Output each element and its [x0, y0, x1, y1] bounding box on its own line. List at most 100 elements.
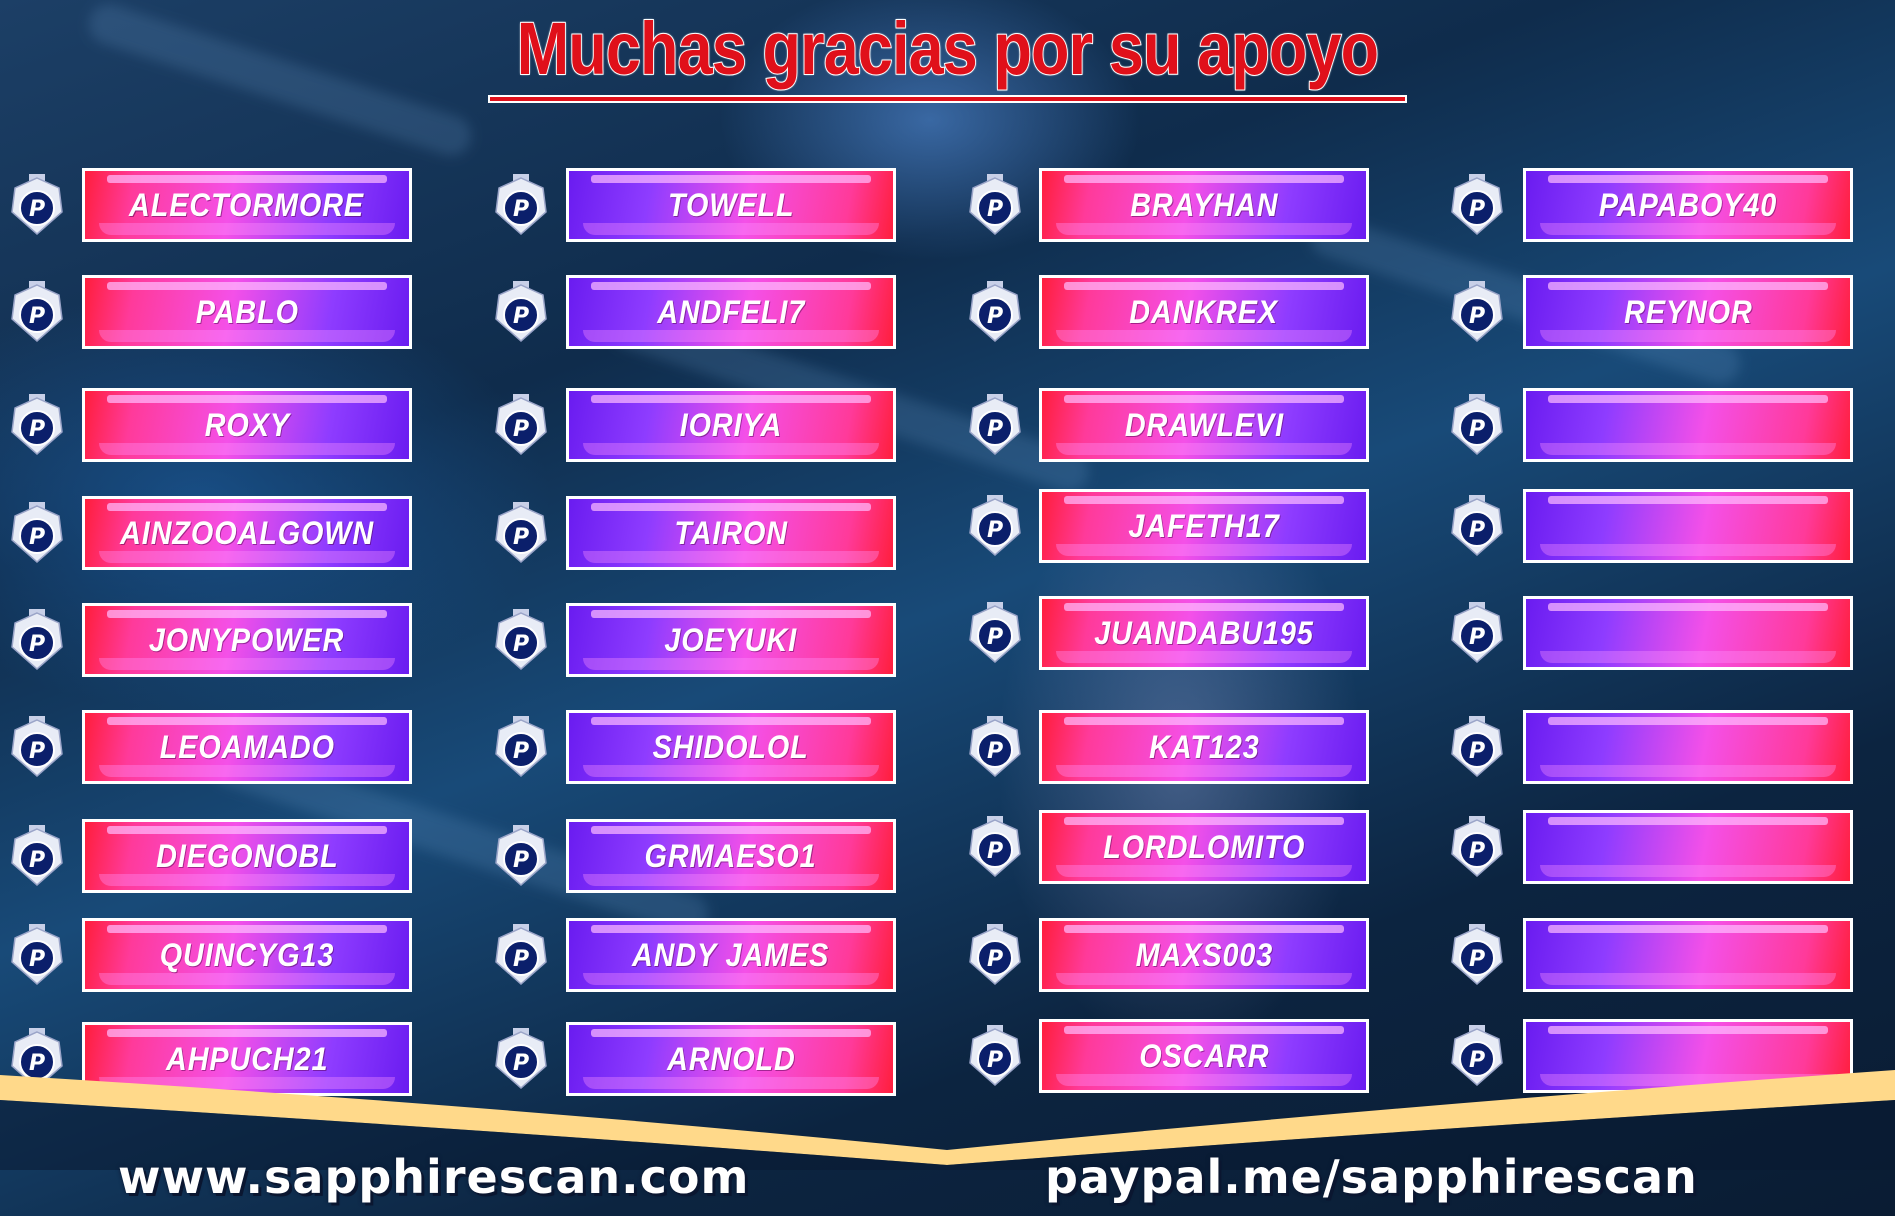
supporter-nameplate: JOEYUKI [566, 603, 896, 677]
supporter-nameplate: TAIRON [566, 496, 896, 570]
svg-text:P: P [987, 625, 1003, 650]
paypal-icon: P [1450, 816, 1504, 878]
supporter-name: AHPUCH21 [165, 1040, 329, 1077]
supporter-name: JONYPOWER [149, 621, 345, 658]
supporter-nameplate: JUANDABU195 [1039, 596, 1369, 670]
svg-text:P: P [987, 417, 1003, 442]
svg-text:P: P [29, 947, 45, 972]
svg-text:P: P [987, 1048, 1003, 1073]
svg-text:P: P [29, 739, 45, 764]
svg-text:P: P [1469, 304, 1485, 329]
supporter-nameplate: REYNOR [1523, 275, 1853, 349]
supporter-nameplate [1523, 710, 1853, 784]
paypal-icon: P [968, 394, 1022, 456]
supporter-name: DRAWLEVI [1124, 406, 1284, 443]
footer-website-link[interactable]: www.sapphirescan.com [118, 1150, 750, 1204]
svg-text:P: P [987, 197, 1003, 222]
paypal-icon: P [968, 495, 1022, 557]
paypal-icon: P [10, 1028, 64, 1090]
paypal-icon: P [10, 174, 64, 236]
supporter-name: PABLO [195, 293, 299, 330]
supporter-name: QUINCYG13 [159, 936, 335, 973]
supporter-nameplate: OSCARR [1039, 1019, 1369, 1093]
footer-paypal-link[interactable]: paypal.me/sapphirescan [1045, 1150, 1698, 1204]
paypal-icon: P [494, 281, 548, 343]
paypal-icon: P [494, 924, 548, 986]
svg-text:P: P [29, 197, 45, 222]
svg-text:P: P [1469, 839, 1485, 864]
svg-text:P: P [513, 304, 529, 329]
svg-text:P: P [513, 739, 529, 764]
svg-text:P: P [513, 947, 529, 972]
supporter-nameplate: JONYPOWER [82, 603, 412, 677]
paypal-icon: P [494, 716, 548, 778]
supporter-name: GRMAESO1 [644, 837, 818, 874]
svg-text:P: P [513, 1051, 529, 1076]
supporter-nameplate: DANKREX [1039, 275, 1369, 349]
supporter-name: KAT123 [1148, 728, 1260, 765]
supporter-name: ARNOLD [666, 1040, 796, 1077]
supporter-nameplate: ROXY [82, 388, 412, 462]
supporter-name: DANKREX [1129, 293, 1279, 330]
svg-text:P: P [1469, 518, 1485, 543]
supporter-name: TAIRON [674, 514, 788, 551]
supporter-name: JAFETH17 [1128, 507, 1280, 544]
supporter-nameplate: DIEGONOBL [82, 819, 412, 893]
supporter-name: AINZOOALGOWN [120, 514, 374, 551]
supporter-nameplate: SHIDOLOL [566, 710, 896, 784]
supporter-name: DIEGONOBL [155, 837, 339, 874]
paypal-icon: P [10, 502, 64, 564]
supporter-name: ALECTORMORE [129, 186, 365, 223]
paypal-icon: P [494, 502, 548, 564]
supporter-name: LORDLOMITO [1102, 828, 1306, 865]
supporter-nameplate [1523, 810, 1853, 884]
supporter-nameplate: LORDLOMITO [1039, 810, 1369, 884]
supporter-name: REYNOR [1623, 293, 1753, 330]
svg-text:P: P [29, 417, 45, 442]
paypal-icon: P [1450, 716, 1504, 778]
svg-text:P: P [29, 632, 45, 657]
svg-text:P: P [987, 304, 1003, 329]
svg-text:P: P [29, 304, 45, 329]
paypal-icon: P [494, 1028, 548, 1090]
paypal-icon: P [10, 716, 64, 778]
paypal-icon: P [494, 609, 548, 671]
paypal-icon: P [494, 825, 548, 887]
paypal-icon: P [1450, 174, 1504, 236]
paypal-icon: P [968, 602, 1022, 664]
paypal-icon: P [1450, 281, 1504, 343]
svg-text:P: P [513, 417, 529, 442]
paypal-icon: P [1450, 495, 1504, 557]
supporter-name: JUANDABU195 [1094, 614, 1314, 651]
supporter-nameplate [1523, 388, 1853, 462]
supporter-name: PAPABOY40 [1598, 186, 1778, 223]
supporter-nameplate: JAFETH17 [1039, 489, 1369, 563]
svg-text:P: P [1469, 947, 1485, 972]
supporter-nameplate [1523, 489, 1853, 563]
paypal-icon: P [968, 1025, 1022, 1087]
paypal-icon: P [968, 174, 1022, 236]
paypal-icon: P [1450, 394, 1504, 456]
supporter-nameplate: LEOAMADO [82, 710, 412, 784]
paypal-icon: P [1450, 602, 1504, 664]
supporter-nameplate: MAXS003 [1039, 918, 1369, 992]
supporter-nameplate: PAPABOY40 [1523, 168, 1853, 242]
paypal-icon: P [10, 394, 64, 456]
svg-text:P: P [29, 848, 45, 873]
svg-text:P: P [29, 1051, 45, 1076]
paypal-icon: P [968, 716, 1022, 778]
supporter-nameplate: AINZOOALGOWN [82, 496, 412, 570]
supporter-nameplate: IORIYA [566, 388, 896, 462]
svg-text:P: P [987, 739, 1003, 764]
title-underline [490, 97, 1405, 101]
footer-gold-band [0, 1070, 1895, 1170]
svg-text:P: P [513, 632, 529, 657]
supporter-name: ROXY [204, 406, 290, 443]
supporter-name: OSCARR [1138, 1037, 1270, 1074]
supporter-nameplate: PABLO [82, 275, 412, 349]
paypal-icon: P [494, 174, 548, 236]
paypal-icon: P [10, 924, 64, 986]
supporter-name: LEOAMADO [159, 728, 335, 765]
supporter-name: ANDFELI7 [656, 293, 805, 330]
supporter-nameplate: GRMAESO1 [566, 819, 896, 893]
